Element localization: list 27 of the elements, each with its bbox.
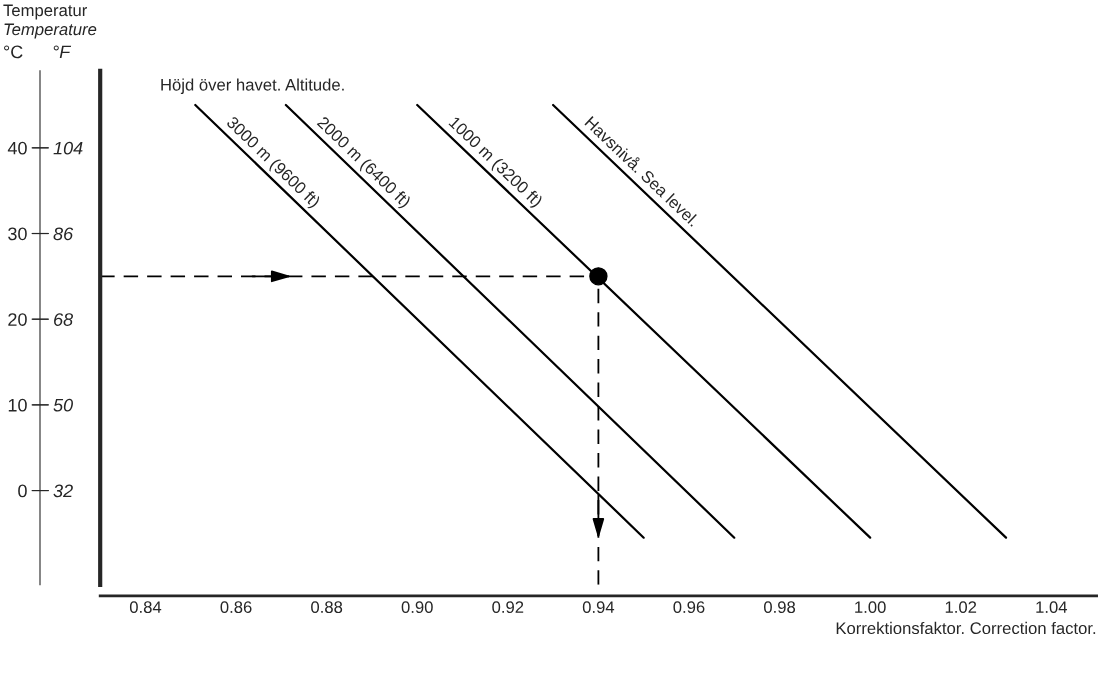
x-tick-label: 0.84 [129,601,162,614]
text: Temperatur [3,4,88,20]
y2-tick-label: 104 [53,141,83,155]
x-tick-label: 0.98 [763,601,796,614]
x-tick-label: 1.00 [855,601,886,614]
y-tick-label: 20 [8,313,27,326]
y-tick-label: 40 [7,141,27,155]
y2-tick-label: 86 [53,227,74,241]
x-tick-label: 0.96 [673,601,705,614]
y2-tick-label: 50 [53,398,73,412]
y2-tick-label: 32 [53,484,73,498]
y-tick-label: 30 [8,227,27,241]
x-tick-label: 0.92 [492,601,524,614]
x-tick-label: 0.90 [401,601,433,614]
y-tick-label: 10 [8,398,27,412]
x-tick-label: 1.04 [1036,601,1068,614]
x-tick-label: 1.02 [945,601,977,614]
y-tick-label: 0 [18,484,27,498]
x-tick-label: 0.86 [220,601,252,614]
x-axis-title: Korrektionsfaktor. Correction factor. [836,621,1096,635]
y-axis-title: °C [4,45,23,59]
x-tick-label: 0.88 [311,601,343,614]
chart-subtitle: Höjd över havet. Altitude. [161,78,344,94]
y2-tick-label: 68 [54,313,74,326]
y2-axis-title: °F [53,45,72,59]
x-tick-label: 0.94 [582,601,615,614]
text: Temperature [4,23,97,39]
